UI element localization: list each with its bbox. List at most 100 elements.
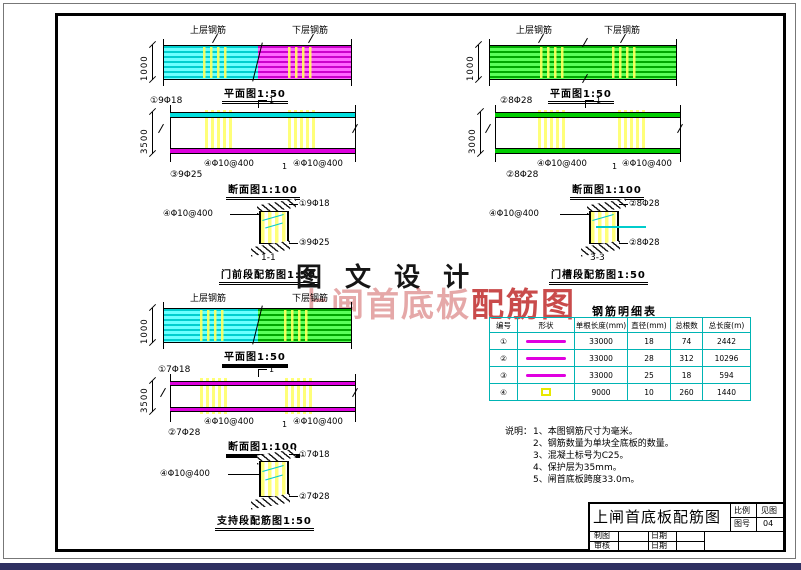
section1-stirrup-label-2: ④Φ10@400 [293, 159, 343, 169]
note-item: 2、钢筋数量为单块全底板的数量。 [533, 439, 674, 449]
cell-count: 260 [670, 383, 703, 401]
section1-cut-number-bottom: 1 [282, 162, 288, 171]
detail1-top-label: ①9Φ18 [299, 199, 330, 209]
tblock-grid-line [704, 531, 705, 550]
detail3-top-leader [289, 454, 298, 455]
plan1-dim-text: 1000 [140, 55, 150, 81]
detail2-left-label: ④Φ10@400 [489, 209, 539, 219]
detail1-left-leader [230, 214, 259, 215]
plan3-left-extent [163, 302, 164, 349]
plan1-dim-line [152, 45, 153, 80]
section2-bottom-chord [495, 148, 680, 154]
plan2-stirrup-dashes-2 [612, 47, 636, 78]
section3-dim-text: 3500 [140, 387, 150, 413]
section1-top-chord [170, 112, 355, 118]
bottom-window-strip [0, 563, 801, 570]
reviewer-label: 审核 [594, 541, 610, 550]
plan1-upper-rebar-label: 上层钢筋 [190, 26, 227, 36]
detail2-mark: 3-3 [590, 253, 605, 263]
section2-stirrup-label-2: ④Φ10@400 [622, 159, 672, 169]
sheet-number-value: 04 [763, 519, 774, 528]
section3-cut-bracket [258, 369, 267, 377]
section3-stirrup-label-2: ④Φ10@400 [293, 417, 343, 427]
plan1-stirrup-dashes-1 [203, 47, 227, 78]
cell-diameter: 18 [627, 332, 671, 350]
plan3-lower-rebar-label: 下层钢筋 [292, 294, 329, 304]
cell-no: ① [489, 332, 518, 350]
section1-stirrup-label-1: ④Φ10@400 [204, 159, 254, 169]
tblock-grid-line [618, 531, 619, 550]
notes-label: 说明： [505, 427, 533, 437]
section3-top-chord [170, 381, 355, 386]
scale-value: 见图 [761, 506, 777, 515]
rebar-table-title: 钢筋明细表 [592, 305, 657, 318]
section2-left-extent [495, 105, 496, 162]
cell-length: 33000 [574, 332, 628, 350]
detail1-mark: 1-1 [261, 253, 276, 263]
section2-cut-bracket [585, 100, 594, 108]
col-header: 总长度(m) [702, 317, 751, 333]
section1-cut-bracket [258, 100, 267, 108]
section3-bottom-bar-label: ②7Φ28 [168, 428, 201, 438]
detail3-body [259, 461, 289, 497]
cell-shape [517, 332, 575, 350]
watermark-black-text: 图 文 设 计 [296, 263, 477, 293]
sheet-number-label: 图号 [734, 519, 750, 528]
plan1-right-extent [351, 39, 352, 86]
rebar-table-header-row: 编号 形状 单根长度(mm) 直径(mm) 总根数 总长度(m) [489, 317, 751, 333]
section1-title: 断面图1:100 [226, 181, 300, 200]
section3-bottom-chord [170, 407, 355, 412]
section1-left-extent [170, 105, 171, 162]
detail2-left-leader [560, 214, 589, 215]
table-row: ② 33000 28 312 10296 [489, 349, 751, 367]
cell-no: ② [489, 349, 518, 367]
col-header: 编号 [489, 317, 518, 333]
plan3-dim-line [152, 308, 153, 343]
plan2-left-extent [489, 39, 490, 86]
bar-shape-icon [526, 373, 566, 377]
section3-top-bar-label: ①7Φ18 [158, 365, 191, 375]
cell-shape [517, 366, 575, 384]
cell-shape [517, 349, 575, 367]
detail1-left-label: ④Φ10@400 [163, 209, 213, 219]
section2-title: 断面图1:100 [570, 181, 644, 200]
section1-bottom-chord [170, 148, 355, 154]
detail1-bottom-label: ③9Φ25 [299, 238, 330, 248]
table-row: ① 33000 18 74 2442 [489, 332, 751, 350]
plan1-left-extent [163, 39, 164, 86]
note-item: 1、本图钢筋尺寸为毫米。 [533, 427, 638, 437]
col-header: 形状 [517, 317, 575, 333]
plan3-dim-text: 1000 [140, 318, 150, 344]
cell-count: 18 [670, 366, 703, 384]
plan3-stirrup-dashes-1 [200, 310, 224, 341]
section3-left-extent [170, 374, 171, 422]
table-row: ③ 33000 25 18 594 [489, 366, 751, 384]
detail1-bottom-leader [289, 243, 298, 244]
section3-dim-line [152, 381, 153, 412]
tblock-grid-line [676, 531, 677, 550]
tblock-grid-line [590, 531, 783, 532]
note-item: 4、保护层为35mm。 [533, 463, 622, 473]
section2-dim-text: 3000 [468, 128, 478, 154]
section1-top-bar-label: ①9Φ18 [150, 96, 183, 106]
section2-dim-line [480, 112, 481, 154]
section2-stirrup-label-1: ④Φ10@400 [537, 159, 587, 169]
section1-cut-number: 1 [269, 96, 275, 105]
section2-cut-number-bottom: 1 [612, 162, 618, 171]
detail3-bottom-leader [289, 496, 298, 497]
section1-dim-text: 3500 [140, 128, 150, 154]
note-item: 3、混凝土标号为C25。 [533, 451, 629, 461]
detail3-title: 支持段配筋图1:50 [215, 512, 314, 531]
title-block: 上闸首底板配筋图 比例 见图 图号 04 制图 日期 审核 日期 [588, 502, 785, 552]
stirrup-shape-icon [541, 388, 551, 396]
cell-length: 9000 [574, 383, 628, 401]
plan1-title: 平面图1:50 [222, 85, 288, 104]
detail2-title: 门槽段配筋图1:50 [549, 266, 648, 285]
bar-shape-icon [526, 339, 566, 343]
cell-diameter: 28 [627, 349, 671, 367]
section2-top-bar-label: ②8Φ28 [500, 96, 533, 106]
plan2-dim-text: 1000 [466, 55, 476, 81]
cell-diameter: 10 [627, 383, 671, 401]
cell-count: 312 [670, 349, 703, 367]
